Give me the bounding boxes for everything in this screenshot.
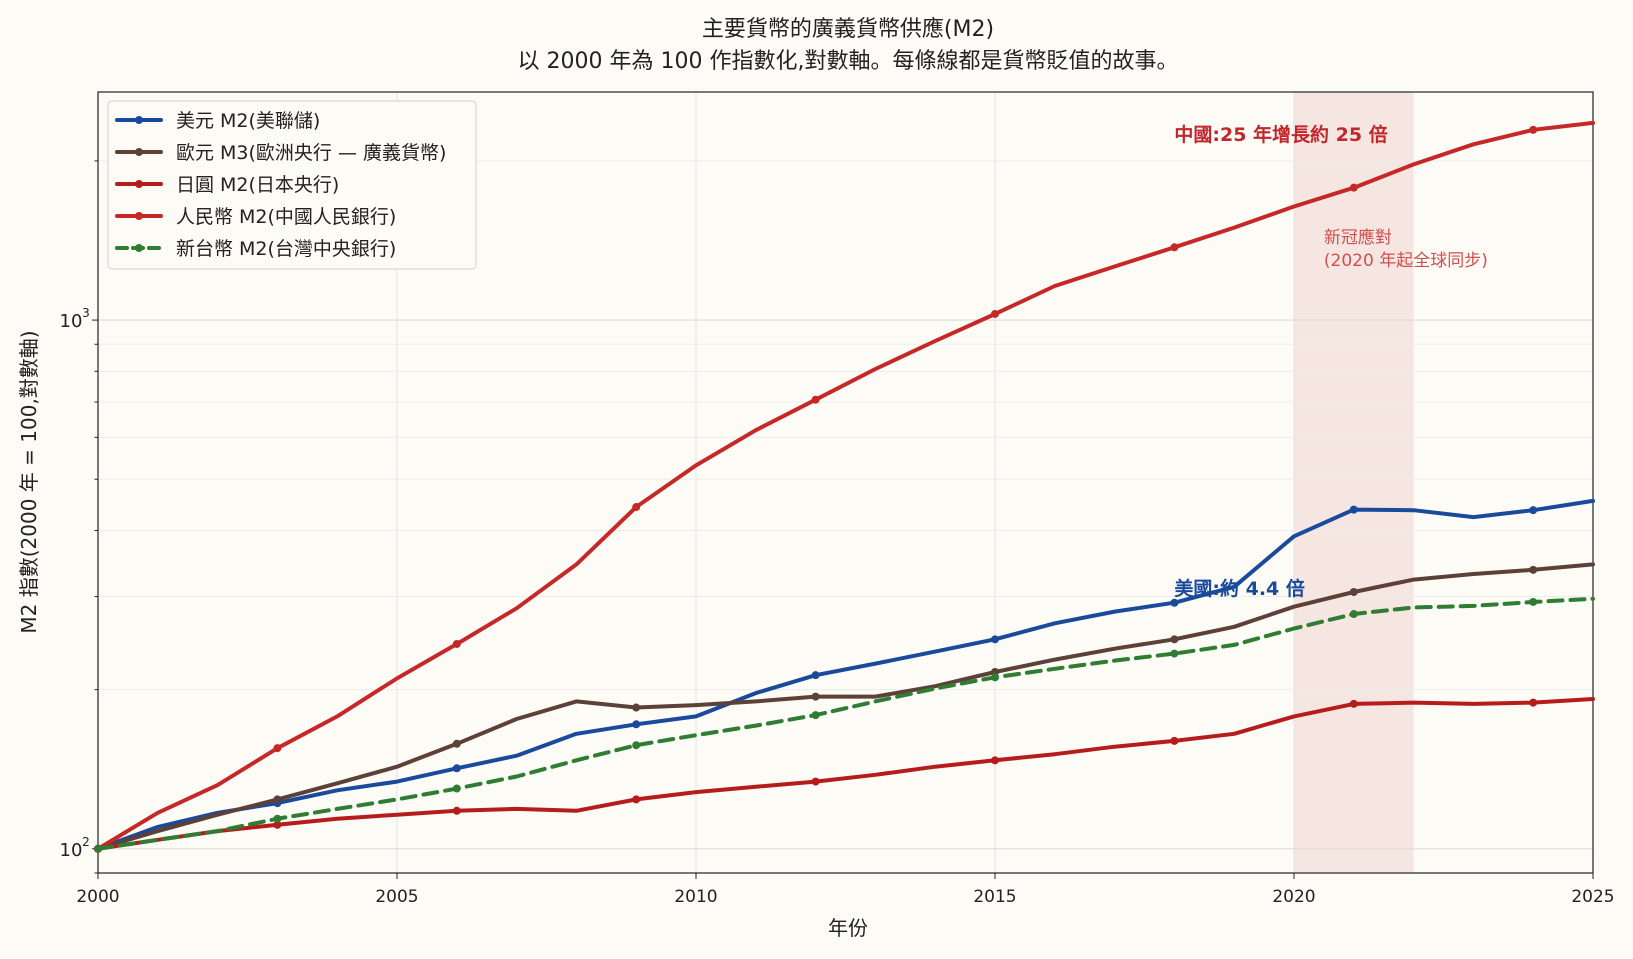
- series-point-4: [1349, 610, 1358, 619]
- series-point-1: [811, 692, 820, 701]
- series-point-3: [991, 309, 999, 318]
- series-point-3: [273, 744, 282, 753]
- series-point-0: [1349, 505, 1358, 514]
- series-point-2: [811, 777, 820, 786]
- series-point-4: [1529, 597, 1538, 606]
- chart-subtitle: 以 2000 年為 100 作指數化,對數軸。每條線都是貨幣貶值的故事。: [518, 49, 1179, 74]
- plot-frame: [97, 91, 1594, 874]
- series-point-2: [1349, 699, 1358, 708]
- series-point-1: [273, 795, 282, 804]
- chart-title: 主要貨幣的廣義貨幣供應(M2): [702, 16, 994, 42]
- legend-label: 歐元 M3(歐洲央行 — 廣義貨幣): [176, 142, 446, 164]
- shaded-region-rect: [1294, 92, 1414, 873]
- y-tick-exponent: 2: [82, 835, 90, 849]
- series-line-0: [96, 498, 1595, 851]
- series-point-1: [1529, 565, 1538, 574]
- legend-label: 美元 M2(美聯儲): [176, 110, 320, 132]
- series-point-3: [1170, 243, 1179, 252]
- series-point-3: [1529, 125, 1538, 134]
- annotation-0: 中國:25 年增長約 25 倍: [1174, 123, 1387, 146]
- x-tick-label: 2005: [375, 887, 418, 907]
- y-tick-exponent: 3: [82, 306, 90, 320]
- series-point-0: [632, 720, 641, 729]
- legend-label: 新台幣 M2(台灣中央銀行): [176, 238, 396, 260]
- series-point-1: [1349, 587, 1358, 596]
- legend-label: 日圓 M2(日本央行): [176, 174, 339, 196]
- series-point-2: [1170, 736, 1179, 745]
- series-point-3: [632, 503, 641, 512]
- legend-marker: [135, 212, 143, 220]
- series-line-1: [96, 562, 1595, 851]
- series-point-0: [991, 635, 999, 644]
- series-line-4: [96, 596, 1595, 851]
- series-point-4: [1170, 649, 1179, 658]
- series-point-4: [632, 741, 641, 750]
- x-tick-label: 2000: [76, 887, 119, 907]
- annotations: 中國:25 年增長約 25 倍美國:約 4.4 倍 新冠應對 (2020 年起全球同…: [1174, 123, 1487, 600]
- shaded-region-label: (2020 年起全球同步): [1324, 251, 1488, 271]
- series-lines: [94, 120, 1595, 853]
- series-line-2: [96, 697, 1595, 851]
- annotation-1: 美國:約 4.4 倍: [1174, 577, 1305, 600]
- x-tick-label: 2020: [1272, 887, 1315, 907]
- series-point-4: [811, 711, 820, 720]
- series-point-2: [991, 756, 999, 765]
- series-point-4: [991, 673, 999, 682]
- legend-label: 人民幣 M2(中國人民銀行): [176, 206, 396, 228]
- x-tick-label: 2015: [973, 887, 1016, 907]
- series-point-4: [273, 814, 282, 823]
- x-tick-label: 2010: [674, 887, 717, 907]
- covid-shaded-region: [1294, 92, 1414, 873]
- series-point-4: [452, 784, 461, 793]
- series-point-2: [1529, 698, 1538, 707]
- legend-marker: [135, 148, 143, 156]
- series-point-0: [1529, 506, 1538, 515]
- legend-marker: [135, 116, 143, 124]
- legend-marker: [135, 244, 143, 252]
- legend-box: [107, 100, 477, 270]
- series-point-3: [1349, 183, 1358, 192]
- series-point-0: [1170, 598, 1179, 607]
- series-point-0: [452, 764, 461, 773]
- x-axis-label: 年份: [828, 916, 868, 940]
- series-point-4: [94, 844, 102, 853]
- series-point-2: [632, 795, 641, 804]
- series-point-3: [811, 395, 820, 404]
- legend-marker: [135, 180, 143, 188]
- series-point-1: [1170, 635, 1179, 644]
- series-point-1: [452, 739, 461, 748]
- y-tick-label: 10: [60, 840, 83, 861]
- y-axis-label: M2 指數(2000 年 = 100,對數軸): [17, 330, 41, 633]
- series-point-0: [811, 671, 820, 680]
- x-tick-label: 2025: [1571, 887, 1614, 907]
- y-tick-label: 10: [60, 311, 83, 332]
- legend: 美元 M2(美聯儲) 歐元 M3(歐洲央行 — 廣義貨幣) 日圓 M2(日本央行) 人…: [107, 100, 477, 270]
- shaded-region-label: 新冠應對: [1324, 227, 1392, 248]
- series-point-1: [632, 703, 641, 712]
- series-line-3: [96, 120, 1595, 851]
- series-point-2: [452, 806, 461, 815]
- series-point-3: [452, 639, 461, 648]
- series-point-2: [273, 820, 282, 829]
